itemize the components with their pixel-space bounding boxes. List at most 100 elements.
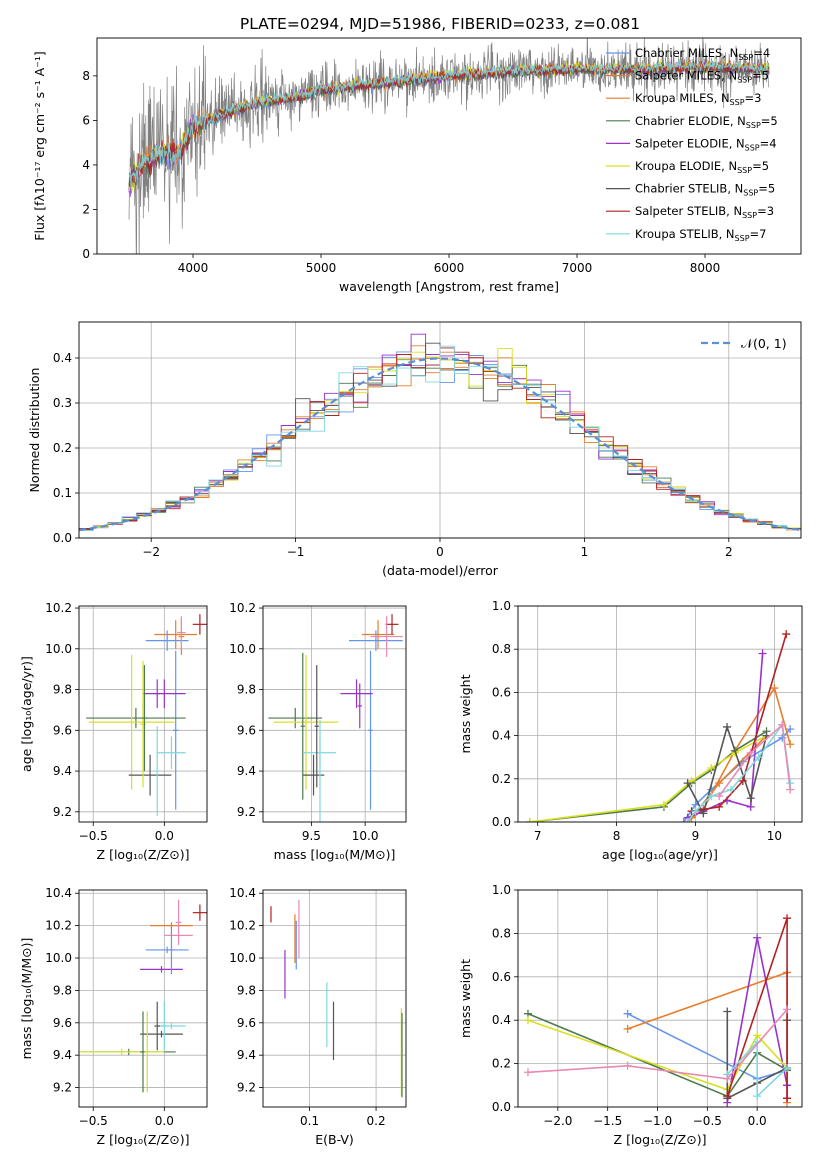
y-tick-label: 0.2 [492, 1057, 511, 1071]
x-tick-label: −1 [287, 545, 305, 559]
y-tick-label: 9.2 [237, 1081, 256, 1095]
plot-area [525, 630, 795, 822]
weight-series-line [691, 633, 787, 812]
model-spectrum-line [128, 60, 770, 189]
weight-series-line [529, 734, 767, 822]
y-axis-label: Flux [fλ10⁻¹⁷ erg cm⁻² s⁻¹ A⁻¹] [32, 51, 47, 240]
errorbar-point [349, 630, 403, 651]
y-tick-label: 9.8 [53, 983, 72, 997]
legend-entry: Chabrier STELIB, NSSP=5 [635, 182, 775, 198]
x-tick-label: 1 [581, 545, 589, 559]
weight-marker [707, 792, 716, 801]
weight-marker [738, 776, 747, 785]
y-tick-label: 10.0 [45, 951, 72, 965]
weight-marker [786, 740, 795, 749]
errorbar-point [145, 630, 189, 651]
weight-marker [783, 1063, 792, 1072]
errorbar-point [385, 614, 399, 635]
y-tick-label: 10.2 [45, 601, 72, 615]
errorbar-point [368, 650, 373, 810]
errorbar-point [154, 679, 161, 708]
x-axis-label: Z [log₁₀(Z/Z⊙)] [614, 1132, 707, 1147]
y-tick-label: 9.6 [237, 723, 256, 737]
x-tick-label: 0.1 [300, 1114, 319, 1128]
x-tick-label: −2 [142, 545, 160, 559]
errorbar-point [357, 683, 362, 729]
weight-series-line [527, 1008, 788, 1080]
weight-marker [746, 802, 755, 811]
plot-area [79, 333, 801, 532]
weight-marker [783, 1005, 792, 1014]
y-tick-label: 0.4 [492, 729, 511, 743]
y-tick-label: 0.3 [53, 396, 72, 410]
errorbar-point [141, 665, 148, 772]
errorbar-point [86, 707, 186, 729]
errorbar-point [143, 679, 186, 708]
x-axis-label: age [log₁₀(age/yr)] [602, 847, 718, 862]
y-tick-label: 10.4 [229, 886, 256, 900]
weight-marker [723, 1092, 732, 1101]
errorbar-point [192, 614, 207, 635]
errorbar-point [128, 754, 172, 796]
errorbar-point [192, 904, 207, 921]
y-tick-label: 0.6 [492, 685, 511, 699]
weight-marker [715, 802, 724, 811]
y-tick-label: 10.2 [229, 601, 256, 615]
weight-marker [723, 1007, 732, 1016]
x-tick-label: 0 [436, 545, 444, 559]
weight-series-line [529, 730, 767, 822]
y-tick-label: 0.8 [492, 926, 511, 940]
weight-marker [754, 753, 763, 762]
errorbar-point [168, 925, 175, 975]
weight-marker [715, 779, 724, 788]
y-tick-label: 0.0 [53, 531, 72, 545]
weight-marker [786, 725, 795, 734]
x-tick-label: 0.0 [155, 1114, 174, 1128]
panel-weight_vs_age: 7 8 9 10 0.0 0.2 0.4 0.6 0.8 1.0 age [log₁₀(age/yr… [458, 599, 803, 862]
y-tick-label: 0.0 [492, 1100, 511, 1114]
weight-marker [723, 722, 732, 731]
errorbar-point [317, 720, 323, 822]
weight-marker [723, 1074, 732, 1083]
errorbar-point [154, 1001, 161, 1051]
y-tick-label: 9.8 [237, 983, 256, 997]
errorbar-point [145, 946, 189, 954]
errorbar-point [273, 654, 339, 790]
panel-age_vs_Z: −0.5 0.0 9.2 9.4 9.6 9.8 10.0 10.2 Z [log₁₀(Z/Z⊙… [19, 601, 208, 862]
x-tick-label: 10.0 [352, 829, 379, 843]
y-tick-label: 9.6 [237, 1016, 256, 1030]
plot-area [523, 914, 792, 1107]
y-tick-label: 8 [82, 69, 90, 83]
weight-marker [691, 807, 700, 816]
weight-marker [683, 779, 692, 788]
weight-marker [770, 684, 779, 693]
weight-marker [727, 785, 735, 794]
x-tick-label: −0.5 [79, 1114, 108, 1128]
x-tick-label: −1.0 [643, 1114, 672, 1128]
grid [518, 605, 802, 823]
weight-marker [715, 792, 724, 801]
errorbar-point [177, 616, 186, 649]
y-axis-label: mass [log₁₀(M/M⊙)] [19, 938, 34, 1060]
grid [263, 606, 406, 822]
x-tick-label: 5000 [306, 261, 337, 275]
x-tick-label: 10 [767, 829, 782, 843]
plot-area [270, 899, 403, 1098]
errorbar-point [172, 650, 179, 810]
y-tick-label: 0 [82, 247, 90, 261]
legend-entry: Chabrier MILES, NSSP=4 [635, 46, 770, 62]
plot-area [128, 38, 770, 254]
panel-age_vs_mass: 9.5 10.0 9.2 9.4 9.6 9.8 10.0 10.2 mass [log₁₀(M… [229, 601, 407, 862]
x-axis-label: E(B-V) [315, 1132, 354, 1147]
y-tick-label: 10.0 [45, 642, 72, 656]
y-tick-label: 9.8 [237, 683, 256, 697]
errorbar-point [300, 652, 305, 800]
x-tick-label: 2 [725, 545, 733, 559]
errorbar-point [340, 679, 373, 708]
axes-frame [517, 605, 803, 823]
errorbar-point [268, 707, 323, 729]
y-axis-label: age [log₁₀(age/yr)] [19, 656, 34, 772]
axes-frame [262, 605, 407, 823]
weight-marker [523, 1016, 532, 1025]
weight-marker [782, 630, 791, 639]
